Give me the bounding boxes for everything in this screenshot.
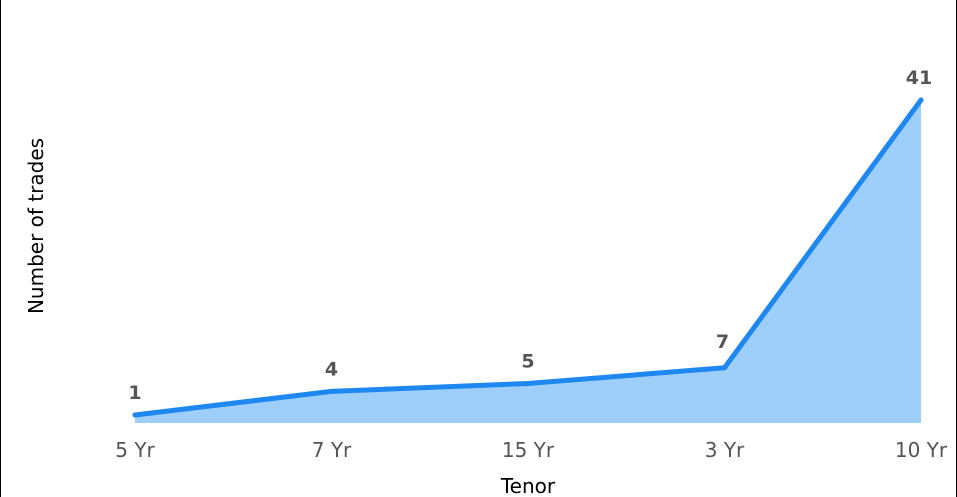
data-point <box>132 412 138 418</box>
x-tick-layer: 5 Yr 7 Yr 15 Yr 3 Yr 10 Yr <box>115 438 948 462</box>
data-point <box>329 388 334 394</box>
data-label-layer: 1 4 5 7 41 <box>128 67 932 404</box>
x-axis-title: Tenor <box>500 474 556 497</box>
data-label: 5 <box>521 351 534 373</box>
x-tick-label: 15 Yr <box>502 438 555 462</box>
data-label: 1 <box>128 382 141 404</box>
line-layer <box>132 97 924 418</box>
data-point <box>525 381 531 386</box>
x-tick-label: 10 Yr <box>895 438 948 462</box>
data-point <box>722 365 727 371</box>
x-tick-label: 3 Yr <box>705 438 745 462</box>
y-axis-title: Number of trades <box>24 138 48 314</box>
x-tick-label: 7 Yr <box>312 438 352 462</box>
area-fill <box>135 100 921 423</box>
x-tick-label: 5 Yr <box>115 438 155 462</box>
area-layer <box>135 100 921 423</box>
data-label: 41 <box>906 67 932 89</box>
data-point <box>918 97 924 103</box>
data-label: 4 <box>325 358 338 380</box>
data-label: 7 <box>716 331 729 353</box>
